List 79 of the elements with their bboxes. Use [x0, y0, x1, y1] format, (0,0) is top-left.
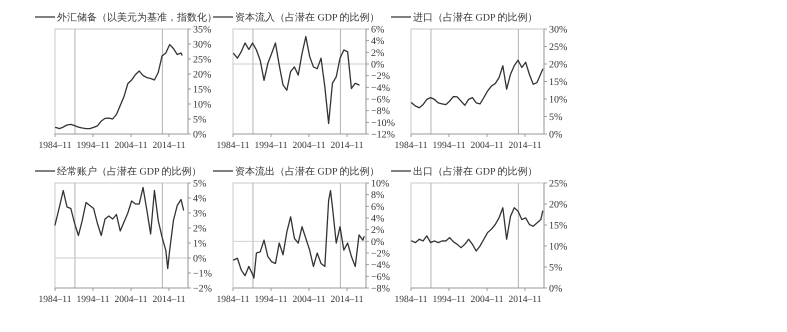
legend-label: 资本流入（占潜在 GDP 的比例） [235, 12, 380, 24]
y-tick-label: 0% [193, 130, 206, 140]
x-tick-label: 2004–11 [470, 295, 504, 305]
x-tick-label: 2014–11 [152, 295, 186, 305]
y-tick-label: 1% [193, 238, 206, 250]
y-tick-label: 0% [371, 60, 384, 70]
x-tick-label: 2014–11 [330, 295, 364, 305]
y-tick-label: −1% [193, 268, 212, 280]
y-tick-label: 4% [371, 36, 384, 48]
y-tick-label: 2% [371, 48, 384, 59]
y-tick-label: 30% [193, 40, 212, 50]
y-tick-label: −2% [371, 248, 390, 260]
y-tick-label: 0% [549, 130, 562, 140]
y-tick-label: 6% [371, 24, 384, 36]
x-tick-label: 2014–11 [508, 295, 542, 305]
y-tick-label: −6% [371, 94, 390, 106]
legend-label: 经常账户（占潜在 GDP 的比例） [57, 166, 202, 178]
x-tick-label: 1994–11 [254, 141, 288, 151]
y-tick-label: 20% [193, 70, 212, 80]
y-tick-label: −4% [371, 260, 390, 272]
y-tick-label: −6% [371, 272, 390, 283]
y-tick-label: 15% [193, 84, 212, 96]
x-tick-label: 1984–11 [38, 141, 72, 151]
y-tick-label: −8% [371, 106, 390, 118]
x-tick-label: 2004–11 [292, 141, 326, 151]
x-tick-label: 1994–11 [254, 295, 288, 305]
y-tick-label: 0% [549, 284, 562, 294]
x-tick-label: 2004–11 [114, 141, 148, 151]
x-tick-label: 1984–11 [216, 141, 250, 151]
y-tick-label: 8% [371, 190, 384, 202]
y-tick-label: 15% [549, 77, 568, 88]
y-tick-label: 25% [193, 54, 212, 66]
x-tick-label: 1994–11 [432, 295, 466, 305]
y-tick-label: −4% [371, 82, 390, 94]
y-tick-label: 0% [371, 236, 384, 248]
y-tick-label: 10% [371, 178, 390, 190]
y-tick-label: −2% [193, 284, 212, 294]
x-tick-label: 2004–11 [292, 295, 326, 305]
legend-label: 进口（占潜在 GDP 的比例） [413, 12, 538, 24]
y-tick-label: −8% [371, 284, 390, 294]
x-tick-label: 1994–11 [76, 141, 110, 151]
y-tick-label: 0% [193, 254, 206, 264]
x-tick-label: 2014–11 [330, 141, 364, 151]
legend-label: 出口（占潜在 GDP 的比例） [413, 166, 538, 178]
x-tick-label: 2014–11 [152, 141, 186, 151]
x-tick-label: 2004–11 [114, 295, 148, 305]
y-tick-label: 5% [193, 178, 206, 190]
x-tick-label: 1984–11 [394, 141, 428, 151]
x-tick-label: 2004–11 [470, 141, 504, 151]
y-tick-label: 20% [549, 60, 568, 70]
y-tick-label: 35% [193, 24, 212, 36]
x-tick-label: 1994–11 [76, 295, 110, 305]
legend-label: 外汇储备（以美元为基准，指数化） [57, 12, 217, 24]
x-tick-label: 1984–11 [216, 295, 250, 305]
x-tick-label: 1984–11 [38, 295, 72, 305]
x-tick-label: 2014–11 [508, 141, 542, 151]
y-tick-label: 10% [549, 94, 568, 106]
y-tick-label: 15% [549, 220, 568, 232]
y-tick-label: 5% [549, 262, 562, 274]
y-tick-label: −2% [371, 71, 390, 82]
legend-label: 资本流出（占潜在 GDP 的比例） [235, 166, 380, 178]
y-tick-label: 4% [193, 194, 206, 204]
x-tick-label: 1994–11 [432, 141, 466, 151]
y-tick-label: 25% [549, 178, 568, 190]
y-tick-label: 4% [371, 214, 384, 224]
y-tick-label: 10% [549, 242, 568, 252]
y-tick-label: 3% [193, 208, 206, 220]
y-tick-label: 5% [549, 112, 562, 123]
y-tick-label: 20% [549, 200, 568, 210]
y-tick-label: 30% [549, 24, 568, 36]
y-tick-label: 6% [371, 202, 384, 213]
y-tick-label: 2% [193, 224, 206, 234]
y-tick-label: −12% [371, 130, 395, 140]
y-tick-label: 25% [549, 42, 568, 53]
x-tick-label: 1984–11 [394, 295, 428, 305]
y-tick-label: 2% [371, 225, 384, 236]
y-tick-label: −10% [371, 118, 395, 129]
y-tick-label: 10% [193, 100, 212, 110]
y-tick-label: 5% [193, 114, 206, 126]
